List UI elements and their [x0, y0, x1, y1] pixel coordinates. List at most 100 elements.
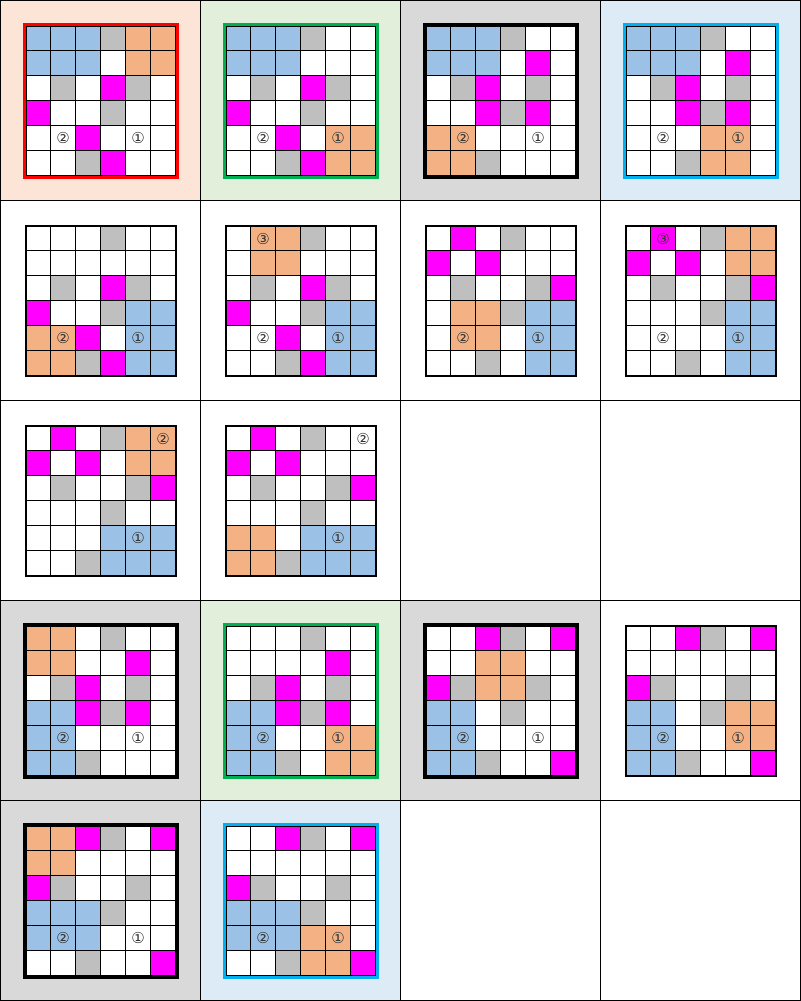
grid-cell: [276, 526, 301, 551]
cell-number-label: ②: [56, 929, 70, 947]
grid-cell: [226, 526, 251, 551]
grid-cell: [501, 301, 526, 326]
cell-number-label: ①: [531, 329, 545, 347]
grid-cell: [276, 351, 301, 376]
cell-number-label: ①: [131, 529, 145, 547]
grid-cell: [101, 26, 126, 51]
grid-cell: [276, 276, 301, 301]
grid-cell: [26, 851, 51, 876]
grid-cell: [426, 751, 451, 776]
grid-cell: [101, 626, 126, 651]
grid-cell: [301, 51, 326, 76]
grid-cell: [326, 251, 351, 276]
grid-cell: [426, 726, 451, 751]
grid-cell: [76, 626, 101, 651]
grid-cell: [151, 701, 176, 726]
grid-cell: ①: [326, 126, 351, 151]
grid-cell: [51, 826, 76, 851]
grid-cell: [151, 651, 176, 676]
grid-cell: [101, 126, 126, 151]
grid-cell: [526, 151, 551, 176]
grid-cell: [276, 876, 301, 901]
grid-cell: [26, 126, 51, 151]
grid-cell: [76, 476, 101, 501]
grid-cell: [226, 426, 251, 451]
grid-cell: [26, 151, 51, 176]
grid-cell: [251, 151, 276, 176]
grid-cell: [751, 626, 776, 651]
grid-cell: [51, 851, 76, 876]
grid-cell: [676, 626, 701, 651]
grid-cell: [326, 501, 351, 526]
grid-cell: [701, 301, 726, 326]
grid-cell: [76, 426, 101, 451]
grid-cell: [51, 651, 76, 676]
grid-cell: [551, 51, 576, 76]
grid-cell: [301, 101, 326, 126]
grid-cell: [701, 276, 726, 301]
grid-cell: [276, 626, 301, 651]
grid-cell: [276, 551, 301, 576]
grid-cell: [326, 101, 351, 126]
grid-cell: [76, 76, 101, 101]
grid-cell: [526, 651, 551, 676]
grid-cell: [701, 26, 726, 51]
grid-cell: [76, 751, 101, 776]
grid-cell: ①: [726, 126, 751, 151]
grid-cell: [26, 51, 51, 76]
grid-cell: [226, 501, 251, 526]
grid-cell: [676, 651, 701, 676]
grid-cell: [626, 51, 651, 76]
grid-cell: ②: [651, 126, 676, 151]
cell-number-label: ①: [731, 129, 745, 147]
grid-cell: [101, 951, 126, 976]
grid-cell: [501, 76, 526, 101]
grid-cell: [51, 276, 76, 301]
grid-cell: [751, 676, 776, 701]
grid-cell: [126, 226, 151, 251]
grid-cell: [126, 51, 151, 76]
grid-cell: [751, 276, 776, 301]
grid-cell: [476, 701, 501, 726]
grid-cell: [301, 76, 326, 101]
grid-cell: [351, 226, 376, 251]
grid-cell: [101, 551, 126, 576]
grid-cell: [676, 26, 701, 51]
grid-cell: [476, 251, 501, 276]
grid-cell: [351, 876, 376, 901]
grid-cell: [151, 251, 176, 276]
grid-cell: [326, 751, 351, 776]
grid-cell: [651, 101, 676, 126]
grid-cell: [551, 251, 576, 276]
grid-cell: [226, 101, 251, 126]
grid-cell: [526, 701, 551, 726]
grid-cell: [101, 751, 126, 776]
grid-cell: [301, 751, 326, 776]
grid-cell: [326, 451, 351, 476]
grid-cell: [751, 301, 776, 326]
grid-cell: [126, 826, 151, 851]
grid-cell: [276, 101, 301, 126]
grid-cell: [651, 151, 676, 176]
grid-cell: [151, 926, 176, 951]
grid-cell: [526, 76, 551, 101]
grid-cell: [226, 251, 251, 276]
grid-cell: [76, 51, 101, 76]
grid-cell: [351, 951, 376, 976]
grid-cell: [476, 676, 501, 701]
grid-cell: [501, 251, 526, 276]
grid-cell: [151, 301, 176, 326]
grid-cell: [251, 476, 276, 501]
grid-cell: [526, 676, 551, 701]
grid-cell: [151, 326, 176, 351]
cell-number-label: ②: [256, 729, 270, 747]
grid-cell: [276, 676, 301, 701]
grid-cell: [276, 751, 301, 776]
cell-number-label: ①: [131, 129, 145, 147]
grid-cell: [51, 751, 76, 776]
grid-cell: [326, 226, 351, 251]
grid-cell: [501, 676, 526, 701]
grid-cell: [676, 351, 701, 376]
